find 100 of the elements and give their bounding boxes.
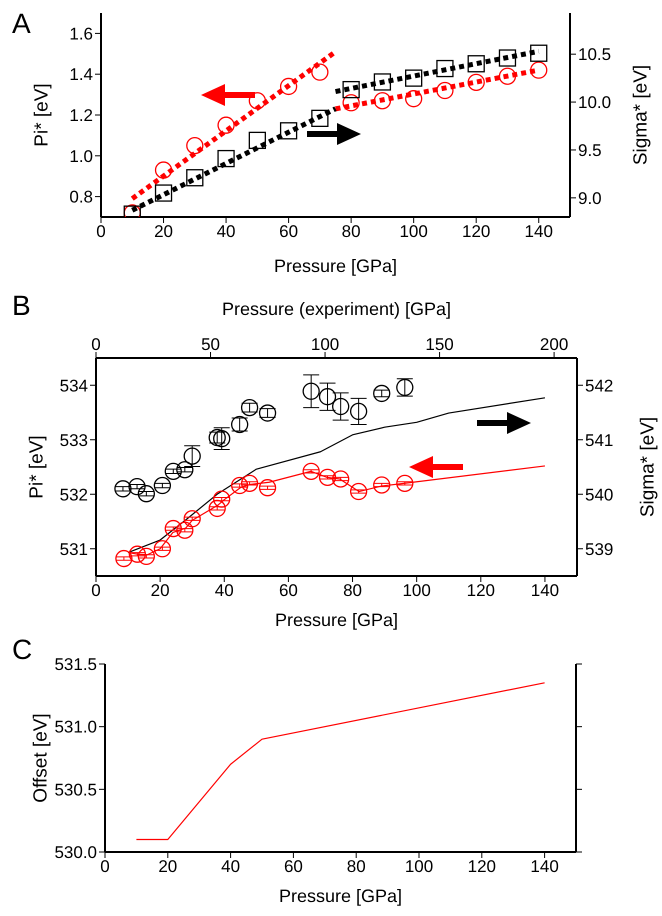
- y-tick-label: 531: [60, 540, 88, 559]
- point: [405, 90, 422, 108]
- point: [468, 74, 485, 92]
- point: [436, 60, 454, 78]
- point: [498, 49, 516, 67]
- chart-title: C: [12, 634, 32, 666]
- point: [258, 404, 276, 422]
- y2-axis-title: Sigma* [eV]: [638, 416, 659, 518]
- y-tick-label: 531.0: [54, 718, 97, 737]
- point: [374, 92, 392, 110]
- y-tick-label: 1.0: [69, 146, 93, 166]
- y2-axis-title: Sigma* [eV]: [630, 64, 652, 166]
- point: [342, 94, 360, 112]
- point: [240, 398, 258, 416]
- y-tick-label: 534: [60, 376, 88, 396]
- x-tick-label: 20: [154, 222, 173, 242]
- x2-tick-label: 50: [201, 335, 220, 354]
- point: [468, 55, 485, 72]
- x-tick-label: 100: [404, 857, 434, 876]
- point: [498, 68, 516, 85]
- y2-tick-label: 9.0: [578, 188, 602, 208]
- y2-tick-label: 539: [585, 540, 614, 559]
- y-tick-label: 531.5: [54, 655, 97, 674]
- point: [332, 398, 350, 416]
- x-tick-label: 40: [216, 222, 236, 242]
- y-tick-label: 530.5: [54, 780, 97, 800]
- x-tick-label: 40: [214, 581, 234, 600]
- x-tick-label: 80: [343, 581, 362, 600]
- point: [184, 510, 201, 528]
- y2-tick-label: 10.0: [578, 93, 612, 112]
- x-tick-label: 140: [524, 222, 553, 242]
- y-tick-label: 532: [60, 485, 88, 504]
- point: [208, 500, 226, 518]
- x-tick-label: 120: [468, 857, 496, 876]
- x-tick-label: 80: [342, 222, 361, 242]
- x-tick-label: 0: [96, 222, 106, 242]
- point: [154, 161, 172, 179]
- point: [186, 136, 204, 154]
- point: [217, 150, 235, 168]
- x-tick-label: 140: [530, 581, 560, 600]
- x-tick-label: 120: [462, 222, 490, 242]
- point: [405, 69, 422, 87]
- x-tick-label: 80: [346, 857, 366, 876]
- point: [396, 474, 414, 492]
- point: [318, 388, 336, 406]
- y2-tick-label: 9.5: [578, 140, 602, 160]
- x-tick-label: 0: [91, 581, 101, 600]
- y-tick-label: 0.8: [69, 188, 93, 207]
- point: [138, 548, 155, 566]
- point: [350, 482, 368, 500]
- point: [231, 476, 248, 494]
- y2-tick-label: 541: [585, 430, 614, 450]
- point: [248, 92, 266, 110]
- x-tick-label: 20: [158, 857, 178, 876]
- y-tick-label: 530.0: [54, 843, 97, 862]
- x-tick-label: 100: [402, 581, 431, 600]
- point: [280, 122, 298, 140]
- point: [176, 522, 194, 539]
- x2-tick-label: 100: [310, 335, 340, 354]
- point: [154, 476, 172, 494]
- point: [164, 520, 182, 538]
- x2-tick-label: 0: [91, 335, 101, 354]
- y2-tick-label: 540: [585, 485, 614, 504]
- point: [217, 116, 235, 134]
- point: [311, 64, 329, 81]
- x-tick-label: 100: [399, 222, 428, 242]
- chart-title: B: [12, 290, 31, 322]
- x-tick-label: 60: [279, 222, 298, 242]
- point: [311, 110, 329, 127]
- point: [138, 485, 155, 502]
- point: [374, 73, 392, 91]
- point: [154, 540, 172, 558]
- point: [280, 78, 298, 96]
- line-series: [136, 682, 546, 840]
- chart-title: A: [12, 8, 31, 40]
- point: [213, 430, 230, 448]
- point: [350, 402, 368, 420]
- point: [186, 169, 204, 186]
- y-tick-label: 1.4: [69, 65, 93, 84]
- point: [436, 82, 454, 100]
- x-axis-title: Pressure [GPa]: [274, 610, 398, 630]
- y2-tick-label: 10.5: [578, 45, 612, 64]
- point: [164, 462, 182, 480]
- x-tick-label: 60: [278, 581, 298, 600]
- x-axis-title: Pressure [GPa]: [278, 886, 402, 906]
- point: [373, 384, 390, 402]
- x2-tick-label: 150: [425, 335, 454, 354]
- x-tick-label: 0: [100, 857, 110, 876]
- x-tick-label: 140: [530, 857, 559, 876]
- x-axis-title: Pressure [GPa]: [274, 256, 398, 276]
- y-axis-title: Offset [eV]: [30, 713, 52, 803]
- point: [332, 470, 350, 488]
- point: [248, 132, 266, 150]
- point: [302, 382, 320, 400]
- y-tick-label: 1.2: [69, 106, 93, 126]
- point: [208, 428, 226, 446]
- x-tick-label: 120: [466, 581, 495, 600]
- y-tick-label: 533: [60, 430, 88, 450]
- point: [530, 44, 548, 62]
- point: [213, 490, 230, 508]
